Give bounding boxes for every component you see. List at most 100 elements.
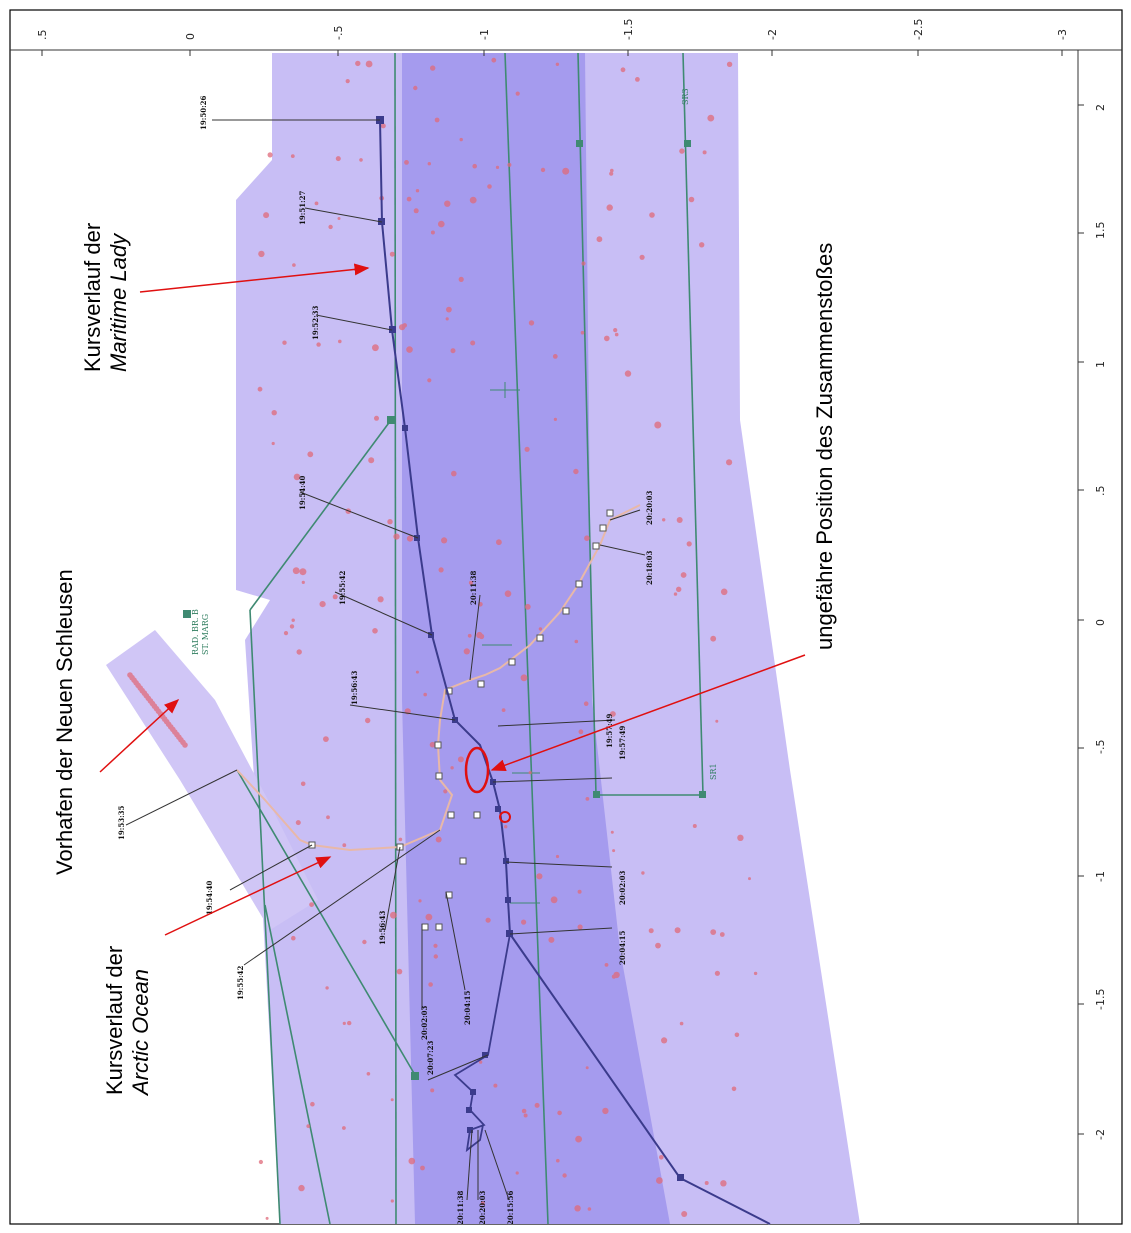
radar-dot <box>707 114 715 122</box>
radar-dot <box>290 154 295 159</box>
radar-dot <box>342 1021 346 1025</box>
radar-dot <box>438 220 445 228</box>
radar-dot <box>748 877 751 881</box>
radar-dot <box>299 568 307 576</box>
radar-dot <box>556 1158 560 1163</box>
top-axis-ticks: .5 0 -.5 -1 -1.5 -2 -2.5 -3 <box>36 19 1069 56</box>
ts-maritime-7: 20:02:03 <box>618 870 627 905</box>
radar-dot <box>390 911 397 919</box>
right-axis-tick-label: 1 <box>1094 361 1107 368</box>
radar-dot <box>702 150 707 155</box>
radar-dot <box>406 196 412 202</box>
radar-dot <box>418 899 422 903</box>
radar-dot <box>557 1110 562 1116</box>
radar-dot <box>692 824 697 828</box>
radar-dot <box>674 927 681 934</box>
top-axis-tick-label: -2.5 <box>912 19 925 40</box>
radar-dot <box>325 986 329 990</box>
annotation-vorhafen: Vorhafen der Neuen Schleusen <box>52 569 77 875</box>
radar-dot <box>719 932 725 937</box>
radar-dot <box>433 943 438 948</box>
radar-dot <box>337 217 341 220</box>
radar-dot <box>389 251 395 257</box>
radar-dot <box>366 1072 371 1076</box>
radar-dot <box>444 200 451 207</box>
radar-dot <box>662 518 666 522</box>
ts-maritime-9: 20:07:23 <box>426 1040 435 1075</box>
radar-dot <box>562 167 570 175</box>
map-label-rad-br: RAD. BR. B <box>191 609 200 655</box>
radar-dot <box>580 330 585 335</box>
top-axis-tick-label: 0 <box>184 33 197 40</box>
right-axis-tick-label: 2 <box>1094 104 1107 111</box>
radar-dot <box>413 208 419 214</box>
ts-arctic-8: 20:18:03 <box>645 550 654 585</box>
ts-maritime-10: 20:15:56 <box>506 1190 515 1225</box>
ts-arctic-0: 19:53:35 <box>117 805 126 840</box>
radar-dot <box>425 913 433 921</box>
ts-maritime-2: 19:52:33 <box>311 305 320 340</box>
radar-dot <box>649 212 655 218</box>
radar-dot <box>699 242 705 248</box>
radar-dot <box>659 1155 664 1160</box>
radar-dot <box>467 633 472 638</box>
radar-dot <box>613 328 618 333</box>
radar-dot <box>267 152 273 158</box>
radar-dot <box>457 756 464 763</box>
radar-dot <box>495 165 500 169</box>
radar-dot <box>485 917 491 923</box>
top-axis-tick-label: -.5 <box>332 26 345 40</box>
green-lines <box>236 52 704 1225</box>
green-markers <box>183 140 706 1080</box>
ts-maritime-3: 19:54:40 <box>298 475 307 510</box>
radar-dot <box>679 1021 684 1026</box>
radar-dot <box>300 781 306 787</box>
ts-bottom-0: 20:11:38 <box>456 1190 465 1225</box>
radar-dot <box>359 158 363 162</box>
radar-dot <box>298 1184 305 1192</box>
radar-dot <box>538 627 543 631</box>
radar-dot <box>365 717 371 724</box>
radar-dot <box>524 446 530 452</box>
radar-dot <box>520 674 528 682</box>
radar-dot <box>548 936 555 943</box>
radar-dot <box>493 1083 498 1088</box>
radar-dot <box>726 61 733 67</box>
radar-dot <box>450 766 454 770</box>
ts-arctic-3: 19:56:43 <box>378 910 387 945</box>
map-label-sr3: SR3 <box>681 88 690 105</box>
radar-dot <box>446 306 452 313</box>
radar-dot <box>390 1199 394 1203</box>
ts-arctic-5: 20:02:03 <box>420 1005 429 1040</box>
radar-dot <box>292 567 300 575</box>
radar-dot <box>293 473 301 481</box>
radar-dot <box>596 236 603 243</box>
annotation-maritime-lady-line1: Kursverlauf der <box>80 223 105 372</box>
radar-dot <box>429 741 436 748</box>
radar-dot <box>604 335 610 342</box>
radar-dot <box>676 517 683 523</box>
radar-dot <box>445 317 449 321</box>
radar-dot <box>291 935 296 941</box>
ts-arctic-7: 20:11:38 <box>469 570 478 605</box>
radar-dot <box>345 79 350 84</box>
radar-dot <box>515 91 520 96</box>
radar-dot <box>295 820 301 826</box>
top-axis-tick-label: -3 <box>1056 29 1069 40</box>
radar-dot <box>507 162 512 167</box>
radar-dot <box>686 541 692 547</box>
radar-dot <box>342 843 347 848</box>
radar-dot <box>521 1108 527 1114</box>
radar-dot <box>390 1098 394 1102</box>
radar-dot <box>365 60 373 68</box>
ts-maritime-4: 19:55:42 <box>338 570 347 605</box>
radar-dot <box>415 670 419 674</box>
radar-dot <box>434 117 440 123</box>
radar-dot <box>415 189 420 193</box>
right-axis-tick-label: .5 <box>1094 486 1107 497</box>
radar-dot <box>292 263 296 267</box>
collision-point-icon <box>499 811 511 823</box>
radar-dot <box>374 415 379 421</box>
annotation-arctic-ocean: Kursverlauf der Arctic Ocean <box>102 940 153 1097</box>
radar-dot <box>470 340 476 346</box>
